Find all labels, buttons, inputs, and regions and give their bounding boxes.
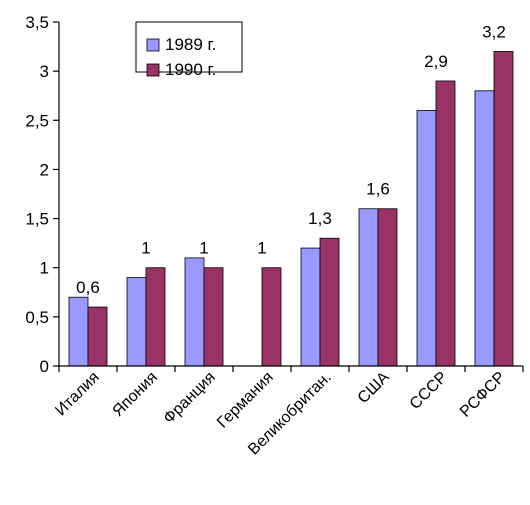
- data-label: 2,9: [424, 52, 448, 71]
- legend-swatch-1990: [146, 63, 160, 77]
- bar-1990: [435, 80, 456, 367]
- data-label: 3,2: [482, 22, 506, 41]
- bar-1990: [377, 208, 398, 367]
- legend: 1989 г. 1990 г.: [135, 21, 243, 79]
- data-label: 0,6: [76, 278, 100, 297]
- bar-1989: [300, 247, 321, 367]
- x-category-label: Япония: [110, 369, 161, 420]
- x-category-label: Германия: [214, 369, 277, 432]
- bar-1989: [416, 110, 437, 367]
- bar-1990: [319, 237, 340, 367]
- y-tick-label: 1,5: [25, 210, 49, 229]
- bar-1990: [203, 267, 224, 367]
- bar-1990: [145, 267, 166, 367]
- y-tick-label: 3: [40, 62, 49, 81]
- legend-label-1990: 1990 г.: [165, 60, 216, 79]
- x-category-label: Франция: [160, 369, 218, 427]
- legend-swatch-1989: [146, 38, 160, 52]
- bar-1990: [261, 267, 282, 367]
- bars-group: [68, 51, 514, 367]
- x-axis-ticks: Италия Япония ФранцияГерманияВеликобритан.…: [52, 366, 524, 458]
- bar-1990: [87, 306, 108, 367]
- data-label: 1,6: [366, 180, 390, 199]
- y-tick-label: 2,5: [25, 111, 49, 130]
- x-category-label: Италия: [52, 369, 103, 420]
- x-category-label: РСФСР: [457, 369, 509, 421]
- bar-1989: [474, 90, 495, 367]
- bar-1989: [68, 296, 89, 367]
- y-tick-label: 0,5: [25, 308, 49, 327]
- bar-1990: [493, 51, 514, 367]
- y-tick-label: 0: [40, 357, 49, 376]
- bar-1989: [358, 208, 379, 367]
- data-label: 1: [199, 239, 208, 258]
- data-label: 1: [141, 239, 150, 258]
- x-category-label: СССР: [407, 369, 451, 413]
- x-category-label: США: [355, 369, 393, 407]
- data-labels-group: 0,6 1 1 1 1,3 1,6 2,9 3,2: [76, 22, 506, 297]
- legend-label-1989: 1989 г.: [165, 35, 216, 54]
- y-tick-label: 1: [40, 259, 49, 278]
- bar-1989: [126, 277, 147, 367]
- data-label: 1: [257, 239, 266, 258]
- y-tick-label: 3,5: [25, 13, 49, 32]
- bar-1989: [184, 257, 205, 367]
- y-axis-ticks: 0 0,5 1 1,5 2 2,5 3 3,5: [25, 13, 59, 376]
- data-label: 1,3: [308, 209, 332, 228]
- y-tick-label: 2: [40, 160, 49, 179]
